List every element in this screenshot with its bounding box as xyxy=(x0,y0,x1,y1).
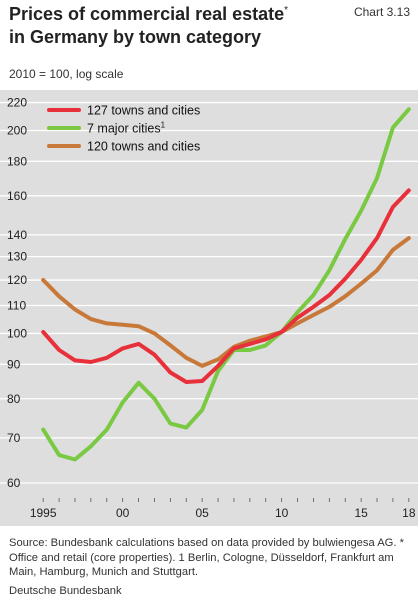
chart-title: Prices of commercial real estate* in Ger… xyxy=(9,3,339,49)
legend-label-1: 127 towns and cities xyxy=(87,104,200,118)
y-tick-label-100: 100 xyxy=(7,326,27,340)
legend-label-2: 7 major cities1 xyxy=(87,121,166,136)
title-line-2: in Germany by town category xyxy=(9,27,262,47)
y-tick-label-60: 60 xyxy=(7,476,21,490)
title-line-1: Prices of commercial real estate xyxy=(9,4,285,24)
y-tick-label-200: 200 xyxy=(7,123,27,137)
y-tick-label-180: 180 xyxy=(7,154,27,168)
x-tick-label-00: 00 xyxy=(116,506,130,520)
series-line-3 xyxy=(41,236,411,368)
y-tick-label-160: 160 xyxy=(7,189,27,203)
y-tick-label-90: 90 xyxy=(7,357,21,371)
chart-subtitle: 2010 = 100, log scale xyxy=(9,67,124,81)
series-line-2 xyxy=(41,107,411,462)
x-tick-label-15: 15 xyxy=(354,506,368,520)
legend-footnote-sup: 1 xyxy=(161,121,166,130)
y-tick-label-80: 80 xyxy=(7,392,21,406)
y-tick-label-220: 220 xyxy=(7,96,27,110)
y-tick-label-140: 140 xyxy=(7,228,27,242)
x-tick-label-18: 18 xyxy=(402,506,416,520)
source-note: Source: Bundesbank calculations based on… xyxy=(9,537,404,578)
legend-label-3: 120 towns and cities xyxy=(87,140,200,154)
x-tick-label-1995: 1995 xyxy=(30,506,57,520)
x-tick-label-10: 10 xyxy=(275,506,289,520)
x-tick-label-05: 05 xyxy=(195,506,209,520)
y-tick-label-110: 110 xyxy=(7,299,26,313)
series-line-1 xyxy=(41,188,411,384)
chart-panel: 60 70 80 90 100 110 120 130 140 160 180 200 220 1995 0… xyxy=(0,90,418,526)
title-footnote-star: * xyxy=(284,5,289,16)
chart-number: Chart 3.13 xyxy=(353,5,410,19)
y-tick-label-70: 70 xyxy=(7,431,21,445)
y-tick-label-130: 130 xyxy=(7,250,27,264)
footer-credit: Deutsche Bundesbank xyxy=(9,585,122,597)
y-tick-label-120: 120 xyxy=(7,273,27,287)
